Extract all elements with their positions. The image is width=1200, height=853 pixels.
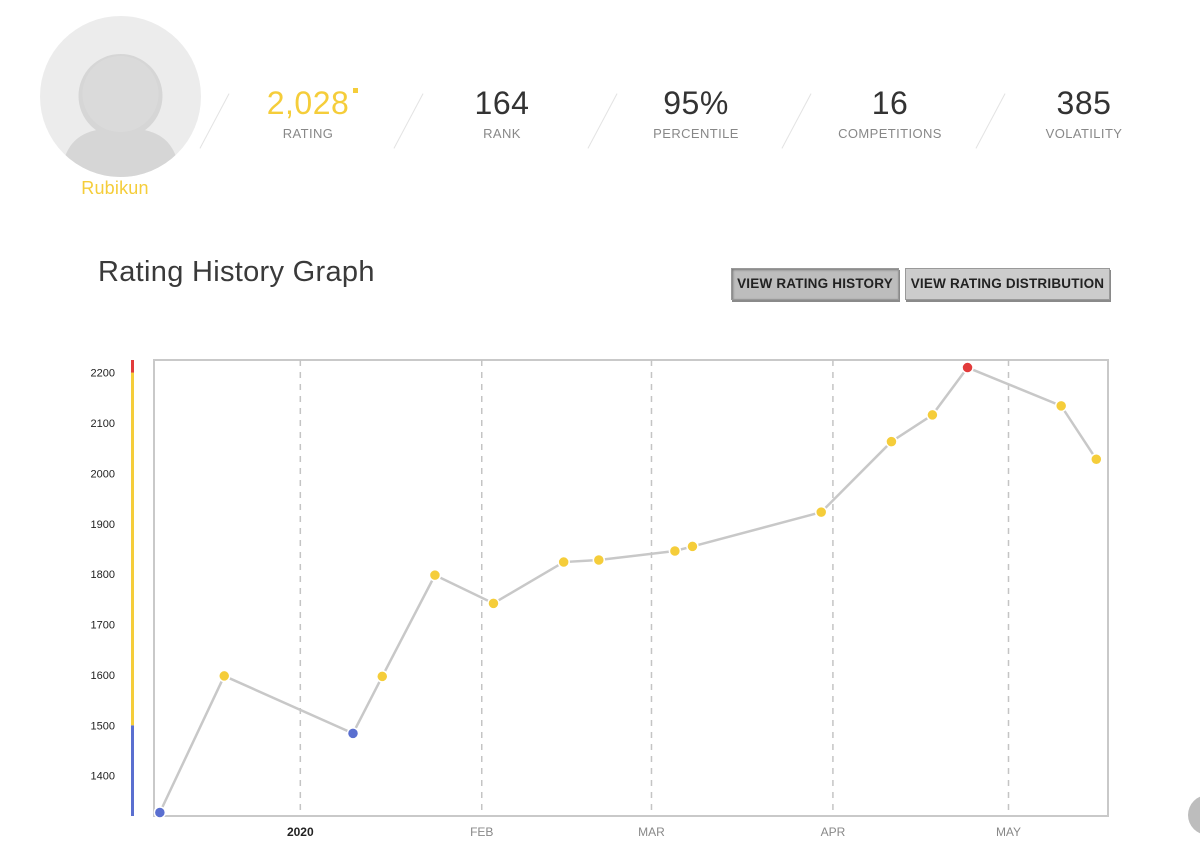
rating-band	[131, 725, 134, 816]
rating-point	[153, 806, 167, 819]
x-tick-label: FEB	[470, 825, 493, 839]
view-rating-distribution-button[interactable]: VIEW RATING DISTRIBUTION	[905, 268, 1110, 300]
y-tick-label: 1700	[91, 620, 115, 632]
scroll-handle[interactable]	[1188, 795, 1200, 835]
stat-rating: 2,028 RATING	[228, 84, 388, 141]
percentile-value: 95%	[663, 85, 729, 121]
stat-divider	[975, 93, 1006, 149]
rating-point	[926, 408, 939, 422]
y-tick-label: 1800	[91, 569, 115, 581]
rating-point	[217, 669, 231, 683]
rating-point	[686, 540, 699, 553]
rating-point	[1054, 399, 1068, 413]
rating-point	[376, 670, 389, 683]
rating-color-indicator	[353, 88, 358, 93]
competitions-value: 16	[871, 85, 909, 121]
y-tick-label: 1900	[91, 519, 115, 531]
stat-divider	[393, 93, 424, 149]
view-rating-history-button[interactable]: VIEW RATING HISTORY	[731, 268, 899, 300]
x-tick-label: MAY	[996, 825, 1021, 839]
rating-point	[557, 555, 570, 569]
volatility-value: 385	[1056, 85, 1112, 121]
rating-point	[487, 597, 500, 610]
rank-label: RANK	[483, 126, 521, 141]
x-tick-label: 2020	[287, 825, 314, 839]
rating-band	[131, 360, 134, 373]
rating-point	[961, 361, 974, 374]
x-tick-label: MAR	[638, 825, 665, 839]
stat-divider	[199, 93, 230, 149]
y-tick-label: 2200	[91, 368, 115, 380]
rating-point	[1090, 453, 1103, 466]
y-tick-label: 2000	[91, 468, 115, 480]
user-handle[interactable]: Rubikun	[81, 178, 149, 198]
y-tick-label: 2100	[91, 418, 115, 430]
stat-percentile: 95% PERCENTILE	[616, 84, 776, 141]
rating-value: 2,028	[266, 85, 350, 121]
rating-label: RATING	[282, 126, 334, 141]
competitions-label: COMPETITIONS	[838, 126, 942, 141]
stat-divider	[781, 93, 812, 149]
graph-title: Rating History Graph	[98, 256, 375, 288]
volatility-label: VOLATILITY	[1045, 126, 1123, 141]
y-tick-label: 1400	[91, 771, 115, 783]
rating-point	[814, 505, 828, 519]
x-tick-label: APR	[821, 825, 846, 839]
rating-history-chart: 2020 FEB MAR APR MAY 1400 1500 1600 1700 1800 1900…	[91, 359, 1109, 839]
rating-point	[668, 544, 682, 558]
rating-point	[885, 435, 898, 448]
avatar[interactable]	[40, 16, 201, 177]
percentile-label: PERCENTILE	[653, 126, 739, 141]
rating-line	[158, 366, 1098, 814]
rating-band	[131, 372, 134, 726]
y-tick-label: 1500	[91, 720, 115, 732]
stat-rank: 164 RANK	[422, 84, 582, 141]
stat-divider	[587, 93, 618, 149]
plot-frame	[153, 359, 1109, 817]
stat-volatility: 385 VOLATILITY	[1004, 84, 1164, 141]
rating-point	[346, 727, 360, 740]
rank-value: 164	[474, 85, 530, 121]
y-tick-label: 1600	[91, 670, 115, 682]
user-silhouette-icon	[60, 54, 181, 177]
rating-point	[592, 553, 606, 567]
rating-point	[428, 568, 442, 582]
stat-competitions: 16 COMPETITIONS	[810, 84, 970, 141]
